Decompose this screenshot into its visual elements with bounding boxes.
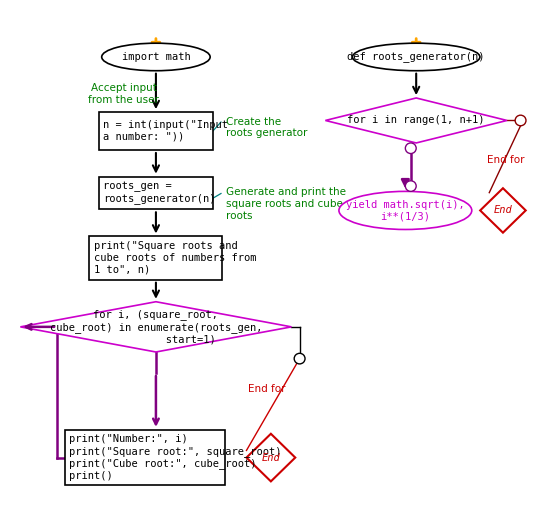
Text: for i in range(1, n+1): for i in range(1, n+1): [348, 115, 485, 126]
Text: print("Number:", i)
print("Square root:", square_root)
print("Cube root:", cube_: print("Number:", i) print("Square root:"…: [69, 434, 282, 481]
Bar: [99, 177, 213, 210]
Circle shape: [405, 181, 416, 192]
Ellipse shape: [102, 43, 210, 71]
Circle shape: [405, 143, 416, 154]
Text: Accept input
from the user: Accept input from the user: [88, 83, 159, 105]
Circle shape: [294, 353, 305, 364]
Text: n = int(input("Input
a number: ")): n = int(input("Input a number: ")): [104, 120, 228, 142]
Text: import math: import math: [122, 52, 190, 62]
Text: Create the
roots generator: Create the roots generator: [226, 117, 308, 138]
Text: roots_gen =
roots_generator(n): roots_gen = roots_generator(n): [104, 181, 216, 204]
Polygon shape: [325, 98, 507, 143]
Text: def roots_generator(n): def roots_generator(n): [348, 52, 485, 62]
Polygon shape: [480, 188, 526, 232]
Text: End for: End for: [248, 384, 286, 394]
Text: End: End: [262, 453, 280, 463]
Circle shape: [515, 115, 526, 126]
Polygon shape: [20, 302, 292, 352]
Bar: [65, 430, 225, 485]
Bar: [99, 112, 213, 150]
Text: Generate and print the
square roots and cube
roots: Generate and print the square roots and …: [226, 187, 347, 221]
Text: yield math.sqrt(i),
i**(1/3): yield math.sqrt(i), i**(1/3): [346, 200, 465, 221]
Text: End for: End for: [487, 155, 524, 165]
Text: print("Square roots and
cube roots of numbers from
1 to", n): print("Square roots and cube roots of nu…: [94, 242, 256, 275]
Bar: [89, 236, 222, 280]
Text: End: End: [494, 205, 512, 215]
Polygon shape: [246, 434, 295, 481]
Ellipse shape: [339, 192, 472, 229]
Ellipse shape: [353, 43, 480, 71]
Text: for i, (square_root,
cube_root) in enumerate(roots_gen,
           start=1): for i, (square_root, cube_root) in enume…: [50, 309, 262, 344]
